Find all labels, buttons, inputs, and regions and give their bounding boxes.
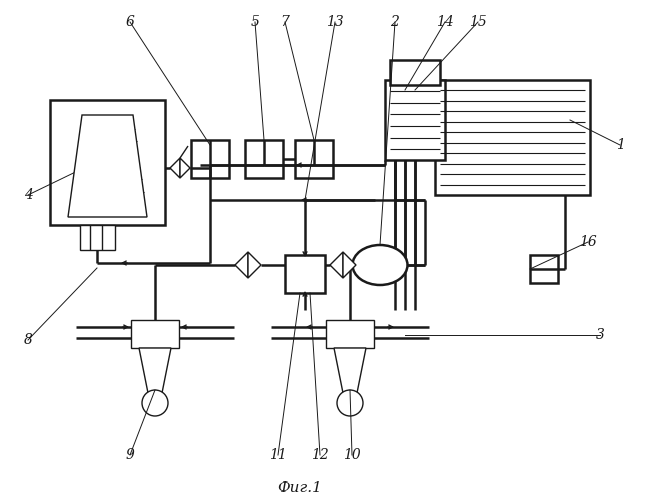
Text: 6: 6: [126, 15, 134, 29]
Text: 8: 8: [24, 333, 33, 347]
Polygon shape: [170, 158, 180, 178]
Text: 9: 9: [126, 448, 134, 462]
Polygon shape: [235, 252, 248, 278]
Text: 14: 14: [436, 15, 454, 29]
Text: 12: 12: [311, 448, 329, 462]
Text: 4: 4: [24, 188, 33, 202]
Bar: [295, 140, 333, 178]
Polygon shape: [330, 252, 343, 278]
Polygon shape: [139, 348, 171, 393]
Text: 16: 16: [579, 235, 597, 249]
Text: 13: 13: [326, 15, 344, 29]
Circle shape: [337, 390, 363, 416]
Bar: [131, 320, 179, 348]
Text: Фиг.1: Фиг.1: [278, 481, 322, 495]
Bar: [326, 320, 374, 348]
Text: 11: 11: [269, 448, 287, 462]
Bar: [435, 80, 590, 195]
Bar: [50, 100, 165, 225]
Polygon shape: [248, 252, 261, 278]
Text: 2: 2: [390, 15, 400, 29]
Bar: [80, 225, 115, 250]
Bar: [385, 80, 445, 160]
Text: 10: 10: [343, 448, 361, 462]
Circle shape: [142, 390, 168, 416]
Polygon shape: [180, 158, 190, 178]
Text: 3: 3: [595, 328, 605, 342]
Text: 7: 7: [280, 15, 290, 29]
Polygon shape: [343, 252, 356, 278]
Polygon shape: [68, 115, 147, 217]
Bar: [530, 255, 558, 283]
Bar: [191, 140, 229, 178]
Ellipse shape: [352, 245, 407, 285]
Text: 1: 1: [616, 138, 624, 152]
Polygon shape: [334, 348, 366, 393]
Bar: [390, 60, 440, 85]
Bar: [285, 255, 325, 293]
Text: 5: 5: [251, 15, 259, 29]
Text: 15: 15: [469, 15, 487, 29]
Bar: [245, 140, 283, 178]
